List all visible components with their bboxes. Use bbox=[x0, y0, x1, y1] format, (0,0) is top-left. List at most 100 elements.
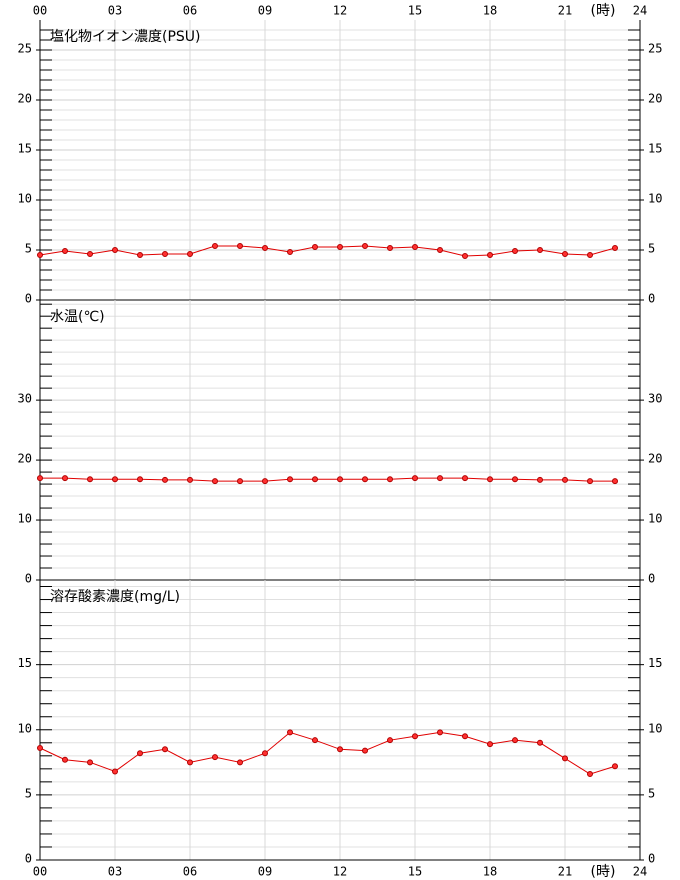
data-point bbox=[62, 756, 68, 763]
data-point bbox=[337, 476, 343, 483]
data-line bbox=[40, 477, 615, 482]
data-point bbox=[537, 247, 543, 253]
data-point bbox=[512, 248, 518, 254]
y-tick-label: 0 bbox=[648, 292, 655, 306]
data-point bbox=[612, 763, 618, 770]
y-tick-label: 0 bbox=[648, 852, 655, 866]
data-point bbox=[362, 476, 368, 483]
data-point bbox=[87, 251, 93, 257]
y-tick-label: 20 bbox=[648, 92, 662, 106]
data-point bbox=[237, 243, 243, 249]
x-tick-label: 06 bbox=[183, 865, 197, 879]
data-point bbox=[437, 247, 443, 253]
data-point bbox=[112, 247, 118, 253]
x-tick-label: 06 bbox=[183, 4, 197, 18]
data-point bbox=[37, 475, 43, 482]
data-point bbox=[462, 475, 468, 482]
y-tick-label: 15 bbox=[18, 656, 32, 670]
data-point bbox=[287, 729, 293, 736]
x-axis-label: (時) bbox=[591, 864, 616, 880]
data-point bbox=[387, 476, 393, 483]
y-tick-label: 0 bbox=[25, 852, 32, 866]
data-point bbox=[187, 251, 193, 257]
data-point bbox=[162, 746, 168, 753]
data-point bbox=[212, 754, 218, 761]
data-point bbox=[537, 739, 543, 746]
data-point bbox=[287, 476, 293, 483]
data-point bbox=[137, 750, 143, 757]
data-point bbox=[287, 249, 293, 255]
y-tick-label: 10 bbox=[648, 721, 662, 735]
y-tick-label: 5 bbox=[25, 242, 32, 256]
data-point bbox=[237, 478, 243, 485]
data-point bbox=[187, 759, 193, 766]
y-tick-label: 0 bbox=[25, 572, 32, 586]
y-tick-label: 10 bbox=[648, 192, 662, 206]
y-tick-label: 10 bbox=[18, 721, 32, 735]
data-point bbox=[137, 476, 143, 483]
data-point bbox=[487, 741, 493, 748]
y-tick-label: 0 bbox=[648, 572, 655, 586]
data-point bbox=[237, 759, 243, 766]
x-tick-label: 03 bbox=[108, 865, 122, 879]
y-tick-label: 30 bbox=[18, 392, 32, 406]
data-point bbox=[562, 251, 568, 257]
data-point bbox=[262, 245, 268, 251]
data-point bbox=[262, 478, 268, 485]
y-tick-label: 5 bbox=[25, 786, 32, 800]
y-tick-label: 30 bbox=[648, 392, 662, 406]
y-tick-label: 5 bbox=[648, 242, 655, 256]
data-point bbox=[37, 252, 43, 258]
data-point bbox=[487, 252, 493, 258]
y-tick-label: 25 bbox=[648, 42, 662, 56]
data-point bbox=[512, 737, 518, 744]
x-tick-label: 00 bbox=[33, 4, 47, 18]
data-point bbox=[62, 248, 68, 254]
data-point bbox=[262, 750, 268, 757]
y-tick-label: 10 bbox=[18, 512, 32, 526]
x-tick-label: 15 bbox=[408, 4, 422, 18]
x-tick-label: 24 bbox=[633, 4, 647, 18]
x-tick-label: 03 bbox=[108, 4, 122, 18]
y-tick-label: 0 bbox=[25, 292, 32, 306]
data-point bbox=[387, 245, 393, 251]
data-point bbox=[587, 478, 593, 485]
x-tick-label: 00 bbox=[33, 865, 47, 879]
y-tick-label: 10 bbox=[648, 512, 662, 526]
data-point bbox=[462, 253, 468, 259]
data-point bbox=[212, 478, 218, 485]
data-point bbox=[312, 476, 318, 483]
data-point bbox=[87, 476, 93, 483]
y-tick-label: 10 bbox=[18, 192, 32, 206]
x-tick-label: 12 bbox=[333, 865, 347, 879]
data-point bbox=[437, 475, 443, 482]
panel-title: 溶存酸素濃度(mg/L) bbox=[50, 589, 180, 605]
data-point bbox=[37, 745, 43, 751]
data-point bbox=[337, 244, 343, 250]
data-point bbox=[162, 476, 168, 483]
data-line bbox=[39, 245, 616, 257]
data-point bbox=[87, 759, 93, 766]
y-tick-label: 15 bbox=[648, 656, 662, 670]
data-point bbox=[462, 733, 468, 740]
data-point bbox=[337, 746, 343, 753]
y-tick-label: 20 bbox=[18, 92, 32, 106]
x-tick-label: 09 bbox=[258, 4, 272, 18]
data-point bbox=[587, 771, 593, 778]
data-point bbox=[137, 252, 143, 258]
data-point bbox=[612, 245, 618, 251]
data-point bbox=[312, 244, 318, 250]
data-point bbox=[112, 768, 118, 775]
x-tick-label: 12 bbox=[333, 4, 347, 18]
data-point bbox=[537, 476, 543, 483]
data-point bbox=[62, 475, 68, 482]
data-point bbox=[187, 476, 193, 483]
x-tick-label: 15 bbox=[408, 865, 422, 879]
data-point bbox=[412, 244, 418, 250]
y-tick-label: 15 bbox=[648, 142, 662, 156]
panel-title: 水温(℃) bbox=[50, 309, 105, 325]
x-axis-label: (時) bbox=[591, 3, 616, 19]
data-point bbox=[562, 476, 568, 483]
data-point bbox=[487, 476, 493, 483]
x-tick-label: 09 bbox=[258, 865, 272, 879]
